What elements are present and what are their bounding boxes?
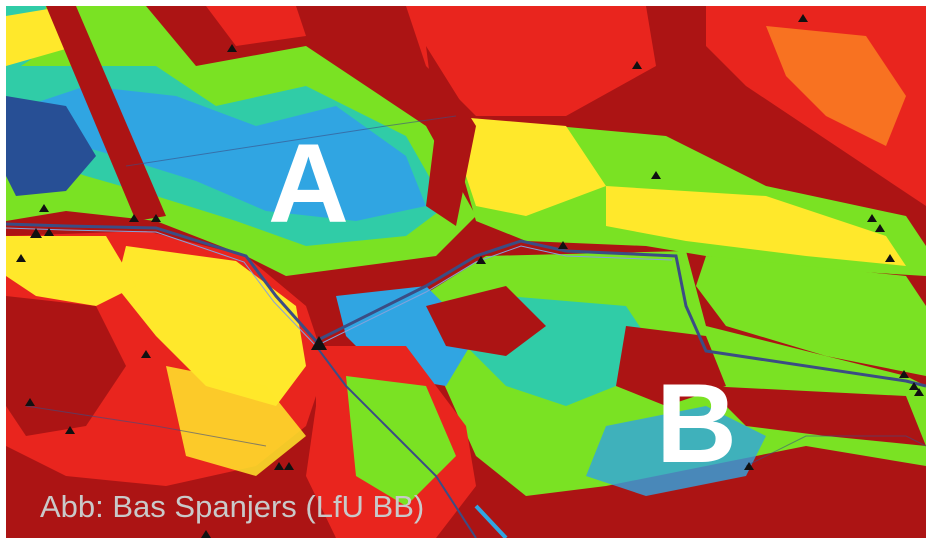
- marker: [201, 530, 211, 538]
- marker: [744, 462, 754, 470]
- marker: [899, 370, 909, 378]
- area-label-b: B: [656, 361, 737, 486]
- marker: [16, 254, 26, 262]
- marker: [30, 228, 42, 238]
- marker: [129, 214, 139, 222]
- marker: [914, 388, 924, 396]
- marker: [44, 228, 54, 236]
- marker: [141, 350, 151, 358]
- marker: [909, 382, 919, 390]
- marker: [311, 336, 327, 350]
- marker: [25, 398, 35, 406]
- marker: [651, 171, 661, 179]
- marker: [632, 61, 642, 69]
- image-credit: Abb: Bas Spanjers (LfU BB): [40, 489, 425, 524]
- marker: [867, 214, 877, 222]
- marker: [274, 462, 284, 470]
- marker: [151, 214, 161, 222]
- area-label-a: A: [268, 121, 349, 246]
- survey-markers: [16, 14, 924, 538]
- marker: [476, 256, 486, 264]
- marker: [284, 462, 294, 470]
- speckle-texture: [6, 6, 926, 538]
- marker: [65, 426, 75, 434]
- map-graphic: [6, 6, 926, 538]
- false-color-map: A B Abb: Bas Spanjers (LfU BB): [6, 6, 926, 538]
- marker: [798, 14, 808, 22]
- marker: [558, 241, 568, 249]
- marker: [227, 44, 237, 52]
- marker: [39, 204, 49, 212]
- marker: [875, 224, 885, 232]
- marker: [885, 254, 895, 262]
